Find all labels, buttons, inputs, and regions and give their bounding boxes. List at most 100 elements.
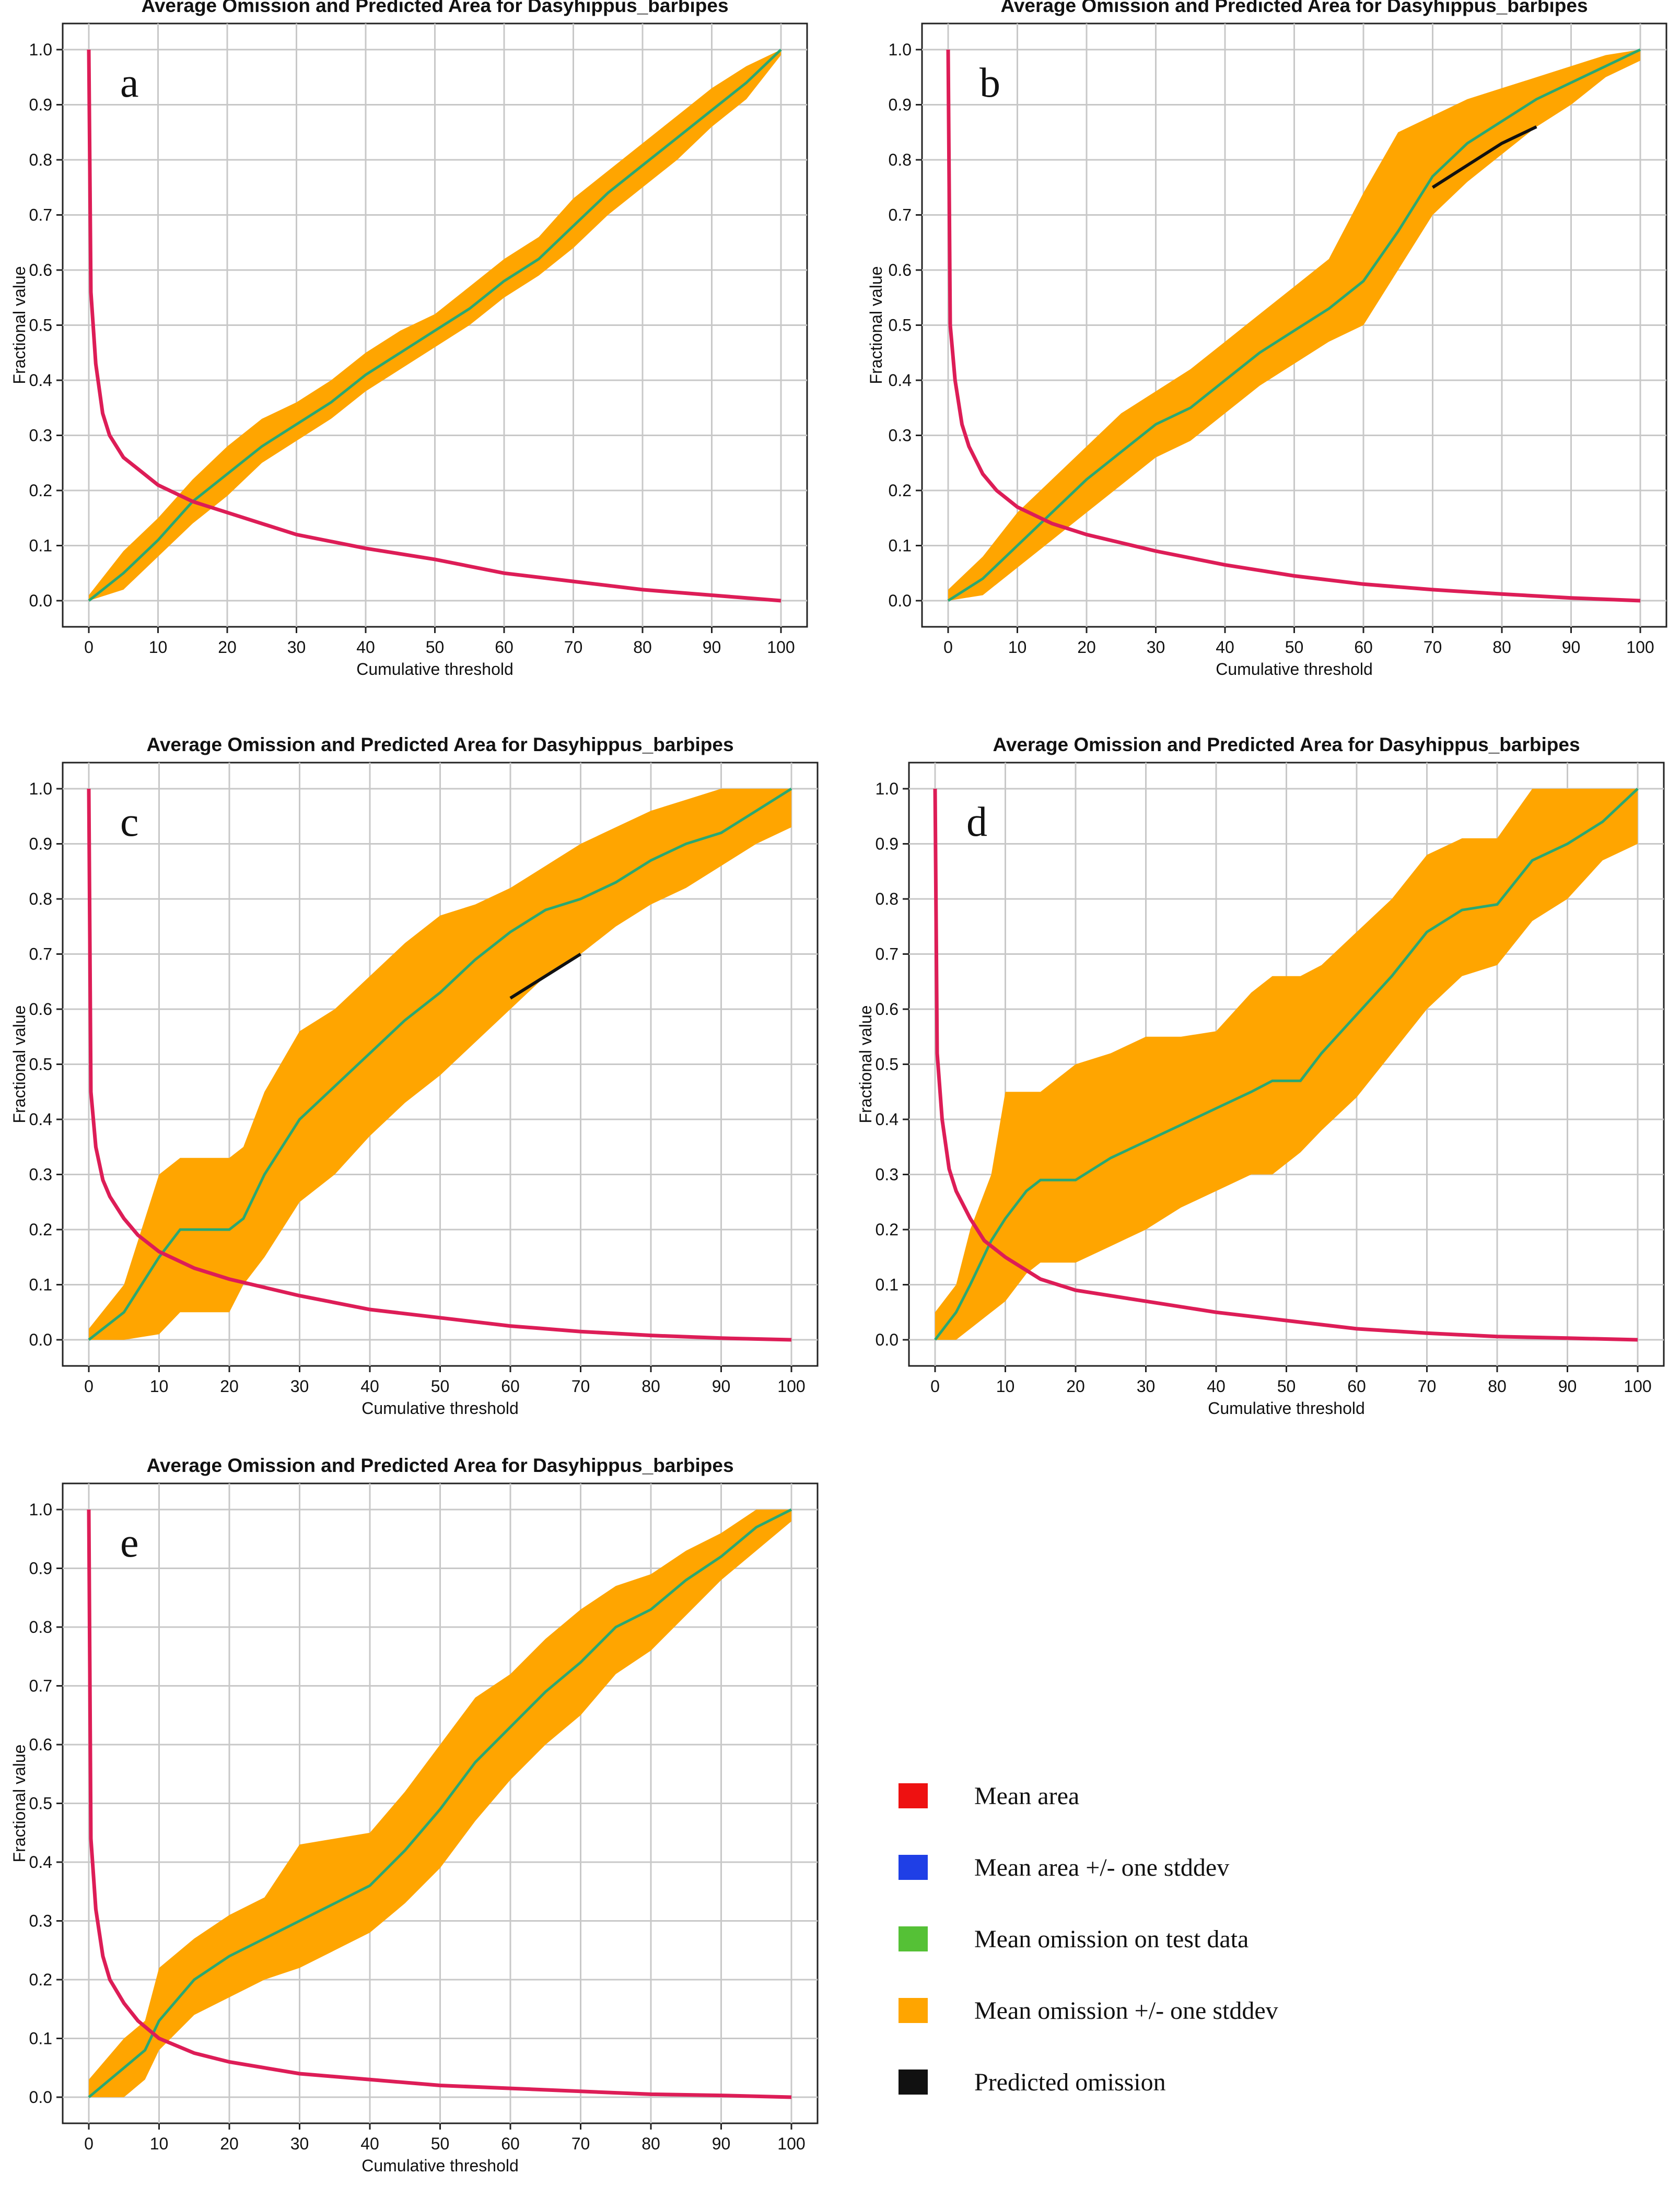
legend-item: Mean area [899, 1782, 1079, 1810]
legend-swatch [899, 2070, 928, 2095]
x-tick-label: 10 [1008, 638, 1027, 657]
y-tick-label: 0.4 [889, 371, 912, 390]
series-predicted-omission [1431, 125, 1537, 189]
legend-label: Mean omission on test data [974, 1925, 1249, 1953]
x-tick-label: 30 [1137, 1377, 1156, 1396]
x-tick-label: 0 [84, 1377, 94, 1396]
x-tick-label: 10 [996, 1377, 1015, 1396]
series-mean-omission [934, 788, 1639, 1341]
x-tick-label: 90 [1558, 1377, 1577, 1396]
y-tick-label: 0.7 [876, 945, 899, 964]
x-tick-label: 100 [777, 2134, 805, 2153]
y-tick-label: 0.8 [876, 890, 899, 908]
legend-label: Predicted omission [974, 2068, 1166, 2096]
legend-item: Mean omission on test data [899, 1925, 1249, 1953]
x-tick-label: 0 [84, 638, 94, 657]
x-tick-label: 90 [712, 2134, 731, 2153]
y-tick-label: 0.0 [876, 1330, 899, 1349]
x-tick-label: 30 [1147, 638, 1165, 657]
x-tick-label: 90 [703, 638, 721, 657]
series-mean-area [946, 49, 1641, 603]
y-tick-label: 0.9 [29, 835, 52, 854]
chart-title: Average Omission and Predicted Area for … [146, 1455, 733, 1476]
x-axis-label: Cumulative threshold [1216, 660, 1373, 679]
chart-title: Average Omission and Predicted Area for … [1000, 0, 1588, 16]
y-tick-label: 0.1 [29, 2029, 52, 2048]
x-tick-label: 80 [1492, 638, 1511, 657]
y-tick-label: 0.6 [29, 261, 52, 279]
x-tick-label: 70 [571, 2134, 590, 2153]
y-tick-label: 0.1 [29, 536, 52, 555]
x-tick-label: 90 [1562, 638, 1581, 657]
y-tick-label: 1.0 [29, 40, 52, 59]
y-tick-label: 0.7 [29, 1677, 52, 1696]
y-tick-label: 0.1 [889, 536, 912, 555]
y-tick-label: 0.8 [889, 150, 912, 169]
x-tick-label: 10 [150, 2134, 169, 2153]
y-tick-label: 0.3 [29, 1165, 52, 1184]
y-tick-label: 0.2 [29, 1220, 52, 1239]
x-tick-label: 0 [930, 1377, 940, 1396]
x-tick-label: 90 [712, 1377, 731, 1396]
y-tick-label: 0.2 [889, 481, 912, 500]
y-tick-label: 0.8 [29, 1618, 52, 1636]
series-omission-stddev-band [89, 1510, 791, 2097]
series-mean-area [87, 788, 792, 1342]
series-mean-area [933, 788, 1638, 1342]
legend-item: Mean area +/- one stddev [899, 1854, 1229, 1881]
y-tick-label: 0.3 [876, 1165, 899, 1184]
x-tick-label: 40 [356, 638, 375, 657]
x-tick-label: 40 [360, 2134, 379, 2153]
y-axis-label: Fractional value [856, 1006, 875, 1124]
chart-panel-c: Average Omission and Predicted Area for … [10, 734, 819, 1418]
y-tick-label: 0.9 [889, 96, 912, 114]
legend-item: Predicted omission [899, 2068, 1166, 2096]
y-tick-label: 0.6 [889, 261, 912, 279]
y-tick-label: 0.5 [29, 1794, 52, 1813]
series-mean-area [87, 1509, 792, 2099]
legend-label: Mean omission +/- one stddev [974, 1997, 1278, 2025]
x-tick-label: 50 [431, 2134, 450, 2153]
x-axis-label: Cumulative threshold [361, 1399, 519, 1418]
legend-label: Mean area [974, 1782, 1079, 1810]
y-axis-label: Fractional value [10, 266, 29, 384]
y-tick-label: 0.3 [29, 1912, 52, 1931]
series-mean-omission [947, 48, 1641, 602]
y-tick-label: 0.7 [889, 206, 912, 225]
panel-letter-d: d [966, 799, 987, 845]
x-tick-label: 60 [495, 638, 514, 657]
y-tick-label: 0.4 [29, 1110, 52, 1129]
y-tick-label: 0.5 [889, 316, 912, 335]
x-tick-label: 50 [1277, 1377, 1296, 1396]
x-tick-label: 80 [641, 1377, 660, 1396]
x-tick-label: 30 [287, 638, 306, 657]
y-axis-label: Fractional value [867, 266, 885, 384]
y-tick-label: 0.9 [876, 835, 899, 854]
y-tick-label: 0.1 [876, 1276, 899, 1294]
x-tick-label: 10 [149, 638, 168, 657]
series-omission-stddev-band [89, 789, 791, 1340]
legend-swatch [899, 1783, 928, 1808]
chart-title: Average Omission and Predicted Area for … [141, 0, 728, 16]
x-tick-label: 20 [1077, 638, 1096, 657]
x-tick-label: 50 [426, 638, 445, 657]
x-tick-label: 80 [641, 2134, 660, 2153]
y-tick-label: 0.0 [29, 2088, 52, 2107]
x-tick-label: 100 [777, 1377, 805, 1396]
y-tick-label: 0.5 [876, 1055, 899, 1074]
y-tick-label: 1.0 [889, 40, 912, 59]
chart-panel-d: Average Omission and Predicted Area for … [856, 734, 1665, 1418]
panel-letter-e: e [120, 1520, 139, 1566]
y-tick-label: 0.5 [29, 1055, 52, 1074]
x-tick-label: 80 [633, 638, 652, 657]
series-omission-stddev-band [948, 50, 1640, 601]
chart-title: Average Omission and Predicted Area for … [993, 734, 1580, 755]
x-tick-label: 60 [501, 2134, 520, 2153]
x-tick-label: 0 [84, 2134, 94, 2153]
series-omission-stddev-band [935, 789, 1638, 1340]
series-mean-area [87, 49, 781, 603]
y-axis-label: Fractional value [10, 1006, 29, 1124]
y-tick-label: 0.6 [29, 1735, 52, 1754]
x-tick-label: 100 [767, 638, 795, 657]
